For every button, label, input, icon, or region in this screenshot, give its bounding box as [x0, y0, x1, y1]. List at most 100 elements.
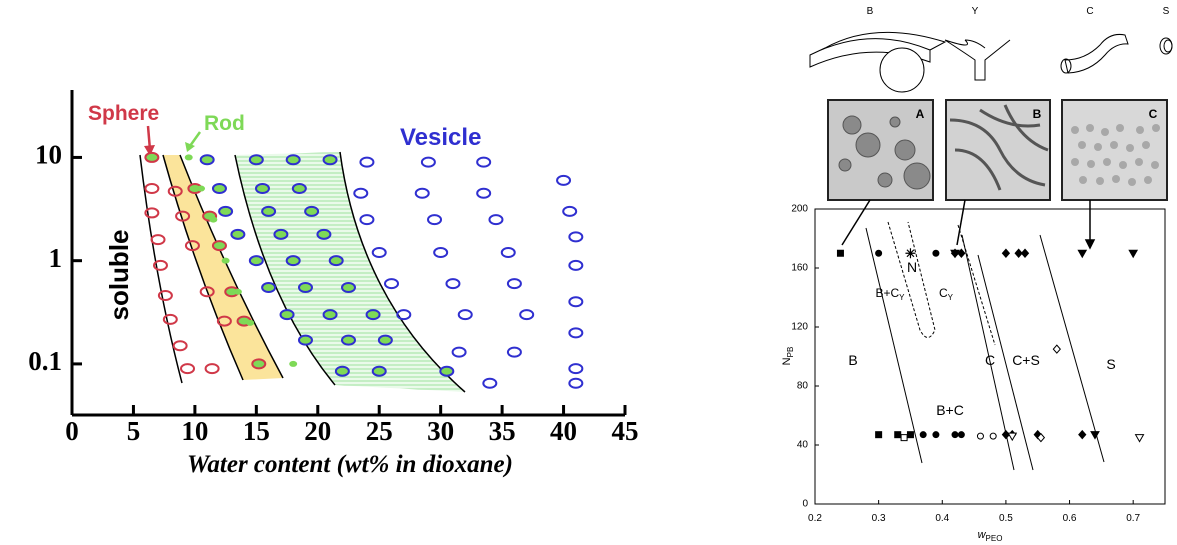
data-point — [569, 364, 582, 373]
data-point — [299, 336, 312, 345]
data-point — [952, 432, 958, 438]
data-point — [563, 207, 576, 216]
y-tick-label: 10 — [35, 140, 62, 170]
data-point — [1136, 435, 1144, 442]
data-point — [837, 250, 843, 256]
x-axis-label: wPEO — [978, 529, 1003, 543]
data-point — [281, 310, 294, 319]
data-point — [181, 364, 194, 373]
data-point — [434, 248, 447, 257]
connector — [957, 200, 965, 245]
phase-boundaries — [866, 222, 1104, 470]
data-point — [933, 250, 939, 256]
label-sub: Y — [899, 293, 905, 302]
data-point — [174, 341, 187, 350]
data-point — [367, 310, 380, 319]
data-point — [1091, 432, 1099, 439]
x-tick-label: 40 — [550, 416, 577, 446]
data-point — [373, 367, 386, 376]
data-point — [262, 207, 275, 216]
micrograph-label: B — [1033, 107, 1042, 121]
x-tick-label: 0.2 — [808, 513, 822, 524]
data-point — [330, 256, 343, 265]
data-point — [569, 232, 582, 241]
label-text: N — [781, 357, 793, 365]
data-point — [317, 230, 330, 239]
data-point — [385, 279, 398, 288]
data-point — [210, 217, 217, 222]
annotation: Vesicle — [400, 124, 481, 151]
data-point — [1002, 249, 1009, 257]
data-point — [290, 361, 297, 366]
x-tick-label: 5 — [127, 416, 141, 446]
data-point — [250, 256, 263, 265]
data-point — [1129, 250, 1137, 257]
label-text: B+C — [875, 286, 899, 300]
data-point — [905, 248, 915, 258]
data-point — [977, 433, 983, 439]
data-point — [1079, 431, 1086, 439]
data-point — [305, 207, 318, 216]
data-point — [901, 435, 907, 441]
data-point — [1078, 250, 1086, 257]
y-tick-label: 160 — [791, 263, 808, 274]
schematic-labels: B Y C S — [867, 6, 1170, 17]
data-point — [557, 176, 570, 185]
x-tick-label: 20 — [304, 416, 331, 446]
x-tick-label: 0.7 — [1126, 513, 1140, 524]
data-point — [958, 432, 964, 438]
data-point — [342, 336, 355, 345]
data-point — [234, 289, 241, 294]
label-sub: Y — [948, 293, 954, 302]
data-point — [360, 215, 373, 224]
schematic-label: Y — [972, 6, 979, 17]
region-labels: B B+C C C+S S N B+CY CY — [848, 259, 1115, 418]
data-point — [422, 158, 435, 167]
region-label: S — [1106, 356, 1115, 372]
y-tick-label: 0 — [802, 499, 808, 510]
x-tick-label: 45 — [612, 416, 639, 446]
x-tick-label: 0.4 — [935, 513, 949, 524]
x-axis-label: Water content (wt% in dioxane) — [187, 451, 513, 478]
data-point — [324, 155, 337, 164]
y-tick-label: 0.1 — [28, 346, 62, 376]
annotation: Rod — [204, 112, 245, 135]
data-point — [933, 432, 939, 438]
data-point — [502, 248, 515, 257]
data-point — [354, 189, 367, 198]
data-point — [152, 235, 165, 244]
y-axis-label: NPB — [781, 347, 795, 366]
data-point — [360, 158, 373, 167]
micrograph-label: A — [916, 107, 925, 121]
schematic-label: C — [1086, 6, 1093, 17]
label-sub: PEO — [986, 534, 1003, 543]
data-point — [440, 367, 453, 376]
data-point — [287, 256, 300, 265]
label-text: C — [939, 286, 948, 300]
cylinder — [1065, 34, 1128, 73]
data-point — [247, 320, 254, 325]
data-point — [1008, 433, 1016, 440]
x-tick-label: 15 — [243, 416, 270, 446]
data-point — [920, 432, 926, 438]
arrow-head — [185, 142, 195, 152]
data-point — [1053, 345, 1060, 353]
y-tick-label: 1 — [49, 243, 63, 273]
data-point — [373, 248, 386, 257]
region-label: C+S — [1012, 352, 1040, 368]
data-point — [477, 158, 490, 167]
data-point — [185, 155, 192, 160]
data-point — [342, 283, 355, 292]
region-label: B — [848, 352, 857, 368]
x-tick-label: 0.3 — [872, 513, 886, 524]
x-tick-label: 25 — [366, 416, 393, 446]
schematic-label: S — [1163, 6, 1170, 17]
data-point — [164, 315, 177, 324]
annotation: soluble — [104, 229, 134, 320]
region-label: B+C — [936, 402, 964, 418]
data-point — [262, 283, 275, 292]
y-tick-label: 120 — [791, 322, 808, 333]
data-point — [159, 291, 172, 300]
region-label: C — [985, 352, 995, 368]
label-sub: PB — [786, 347, 795, 358]
